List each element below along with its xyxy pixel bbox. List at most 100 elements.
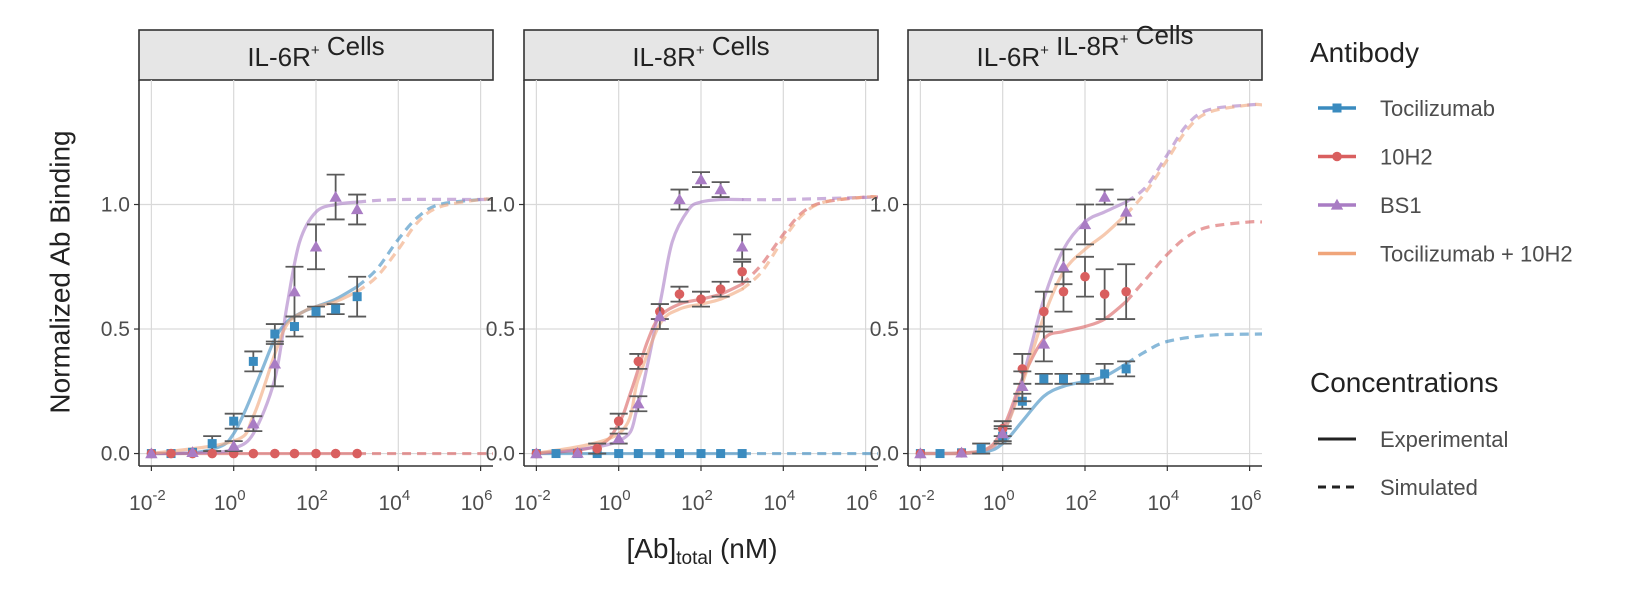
x-tick-exponent: 6 <box>869 487 877 504</box>
legend-item-tocilizumab: Tocilizumab <box>1318 96 1495 121</box>
x-tick-base: 10 <box>763 492 786 515</box>
point-10h2 <box>1058 286 1069 297</box>
y-tick-label: 1.0 <box>486 194 515 217</box>
x-tick-label: 102 <box>681 487 713 515</box>
point-tocilizumab <box>352 292 362 302</box>
point-tocilizumab <box>289 322 299 332</box>
point-10h2 <box>1080 271 1090 282</box>
x-tick-label: 10-2 <box>898 487 935 515</box>
point-10h2 <box>289 448 300 459</box>
curve-experimental-bs1 <box>534 197 744 456</box>
x-tick-label: 104 <box>1147 487 1179 515</box>
legend-item-bs1: BS1 <box>1318 193 1422 218</box>
point-10h2 <box>613 416 624 426</box>
x-tick-base: 10 <box>1230 492 1253 515</box>
panel-strip <box>138 29 494 81</box>
curve-simulated-tocilizumab-10h2 <box>741 195 878 291</box>
x-tick-base: 10 <box>898 492 921 515</box>
point-tocilizumab <box>1039 374 1049 384</box>
panel-title-sup: + <box>696 42 705 59</box>
gridlines <box>524 80 878 466</box>
point-tocilizumab <box>674 449 684 459</box>
x-axis-title-main: [Ab] <box>626 533 676 564</box>
point-bs1 <box>530 447 543 459</box>
point-bs1 <box>914 447 927 459</box>
x-tick-base: 10 <box>1147 492 1170 515</box>
x-tick-exponent: 6 <box>1253 487 1261 504</box>
point-10h2 <box>592 443 602 454</box>
point-bs1 <box>673 193 686 205</box>
y-tick-label: 0.5 <box>870 318 899 341</box>
legend-concentrations: Concentrations Experimental Simulated <box>1310 367 1508 500</box>
legend-item-10h2: 10H2 <box>1318 145 1433 170</box>
point-tocilizumab <box>270 329 280 339</box>
point-10h2 <box>330 448 341 459</box>
point-tocilizumab <box>633 449 643 459</box>
curve-simulated-bs1 <box>1125 102 1262 204</box>
point-10h2 <box>633 356 644 367</box>
x-tick-exponent: -2 <box>921 487 934 504</box>
curve-simulated-10h2 <box>1124 219 1262 303</box>
legend-antibody: Antibody Tocilizumab 10H2 BS1 Tocilizumab +… <box>1310 37 1573 267</box>
panel-title-sup: + <box>1040 42 1049 59</box>
x-tick-exponent: 0 <box>622 487 630 504</box>
curves <box>149 197 493 456</box>
legend-swatch-marker <box>1330 198 1344 210</box>
legend-item-label: Simulated <box>1380 475 1478 500</box>
y-tick-label: 1.0 <box>870 194 899 217</box>
x-tick-exponent: -2 <box>152 487 165 504</box>
panel-title-part: Cells <box>320 31 385 61</box>
point-tocilizumab <box>551 449 561 459</box>
x-tick-base: 10 <box>214 492 237 515</box>
x-tick-exponent: 2 <box>320 487 328 504</box>
point-10h2 <box>737 266 747 277</box>
point-bs1 <box>955 446 968 458</box>
x-tick-base: 10 <box>1065 492 1088 515</box>
x-tick-label: 106 <box>846 487 878 515</box>
point-bs1 <box>227 439 240 451</box>
panel-title-part: Cells <box>1128 20 1193 50</box>
x-tick-exponent: 0 <box>1006 487 1014 504</box>
data-points <box>530 171 752 459</box>
panel-title-sup: + <box>1120 31 1129 48</box>
legend-item-label: Tocilizumab <box>1380 96 1495 121</box>
point-bs1 <box>612 432 625 444</box>
legend-item-label: Experimental <box>1380 427 1508 452</box>
x-tick-base: 10 <box>378 492 401 515</box>
point-bs1 <box>714 183 727 195</box>
panel-title-part: IL-6R <box>247 42 311 72</box>
x-tick-label: 104 <box>378 487 410 515</box>
point-bs1 <box>186 446 199 457</box>
point-bs1 <box>1119 205 1133 217</box>
point-bs1 <box>247 417 260 429</box>
panel-title: IL-6R+ IL-8R+ Cells <box>977 20 1194 72</box>
point-10h2 <box>248 448 259 459</box>
x-tick-label: 10-2 <box>129 487 166 515</box>
curve-experimental-tocilizumab-10h2 <box>534 287 744 456</box>
panel-title-part: IL-8R <box>632 42 696 72</box>
x-tick-exponent: 4 <box>402 487 410 504</box>
y-tick-label: 1.0 <box>101 194 130 217</box>
point-bs1 <box>1098 190 1111 202</box>
curve-simulated-tocilizumab-10h2 <box>356 197 493 293</box>
panel-title: IL-8R+ Cells <box>632 31 769 72</box>
curve-simulated-tocilizumab <box>356 197 493 288</box>
point-bs1 <box>288 285 301 297</box>
point-tocilizumab <box>1121 364 1131 374</box>
legend-swatch-marker <box>1332 151 1342 162</box>
x-tick-label: 106 <box>461 487 493 515</box>
data-points <box>914 188 1136 459</box>
point-tocilizumab <box>207 439 217 449</box>
legend-item-experimental: Experimental <box>1318 427 1508 452</box>
point-10h2 <box>207 448 217 459</box>
point-tocilizumab <box>1080 374 1090 384</box>
x-tick-label: 102 <box>296 487 328 515</box>
point-tocilizumab <box>696 449 706 459</box>
x-tick-base: 10 <box>599 492 622 515</box>
legend-concentrations-title: Concentrations <box>1310 367 1498 398</box>
x-tick-label: 106 <box>1230 487 1262 515</box>
curve-simulated-10h2 <box>741 195 878 286</box>
